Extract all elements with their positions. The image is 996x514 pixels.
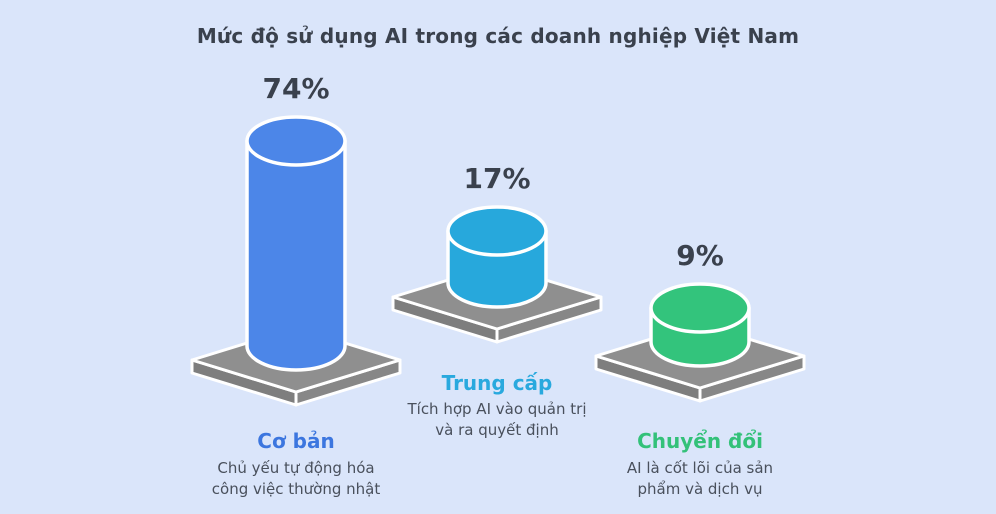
bar-group-1 [391,205,603,344]
value-label: 17% [463,162,531,195]
cylinder-body [245,139,347,372]
description-line: công việc thường nhật [211,480,381,498]
description-line: Tích hợp AI vào quản trị [407,400,587,418]
category-description: Tích hợp AI vào quản trị và ra quyết định [367,399,627,441]
category-label: Cơ bản [257,429,335,453]
cylinder-top [446,205,548,257]
description-line: và ra quyết định [435,421,559,439]
value-label: 9% [676,239,724,272]
category-description: Chủ yếu tự động hóa công việc thường nhật [166,458,426,500]
cylinder-top [649,282,751,334]
cylinder-top [245,115,347,167]
category-label: Chuyển đổi [637,429,763,453]
bar-group-2 [594,282,806,403]
description-line: Chủ yếu tự động hóa [217,459,375,477]
category-description: AI là cốt lõi của sản phẩm và dịch vụ [570,458,830,500]
category-label: Trung cấp [441,371,553,395]
value-label: 74% [262,72,330,105]
description-line: AI là cốt lõi của sản [626,459,774,477]
bar-group-0 [190,115,402,407]
description-line: phẩm và dịch vụ [637,480,763,498]
chart-title: Mức độ sử dụng AI trong các doanh nghiệp… [196,24,800,48]
